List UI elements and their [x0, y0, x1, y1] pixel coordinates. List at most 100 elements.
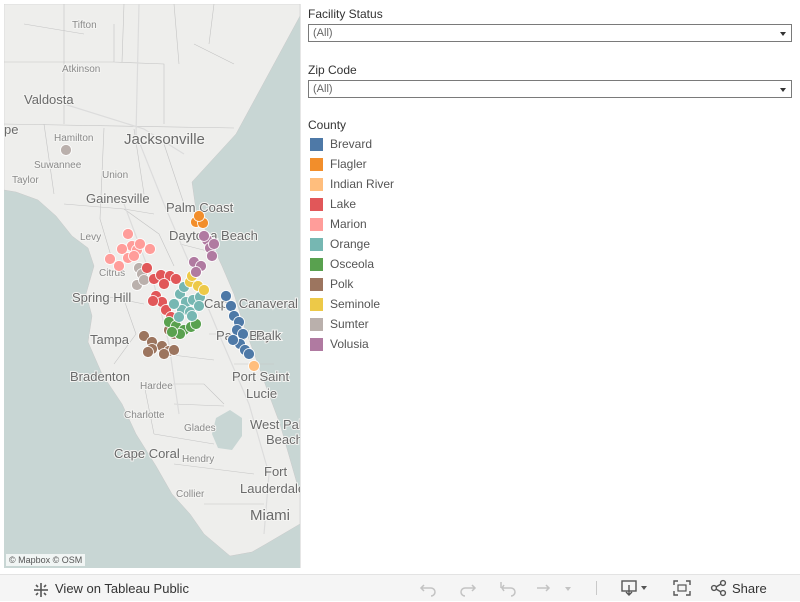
legend-label: Orange [330, 237, 371, 251]
refresh-menu-icon[interactable] [562, 579, 574, 597]
zip-code-dropdown[interactable]: (All) [308, 80, 792, 98]
refresh-icon[interactable] [534, 579, 554, 597]
undo-icon[interactable] [418, 579, 438, 597]
zip-code-value: (All) [313, 83, 333, 95]
zip-code-title: Zip Code [308, 63, 357, 77]
place-label: Palk [256, 328, 282, 343]
legend-swatch [310, 218, 323, 231]
view-on-tableau-public-label: View on Tableau Public [55, 581, 189, 596]
place-label: Levy [80, 232, 101, 243]
legend-item-orange[interactable]: Orange [310, 237, 510, 258]
facility-point-volusia[interactable] [206, 250, 218, 262]
place-label: Miami [250, 507, 290, 524]
facility-point-polk[interactable] [142, 346, 154, 358]
place-label: pe [4, 122, 18, 137]
facility-point-seminole[interactable] [198, 284, 210, 296]
legend-item-lake[interactable]: Lake [310, 197, 510, 218]
facility-point-volusia[interactable] [190, 266, 202, 278]
place-label: Bradenton [70, 369, 130, 384]
place-label: Union [102, 170, 128, 181]
revert-icon[interactable] [498, 579, 518, 597]
place-label: Atkinson [62, 64, 100, 75]
facility-points[interactable] [60, 144, 260, 372]
facility-point-lake[interactable] [158, 278, 170, 290]
legend-item-sumter[interactable]: Sumter [310, 317, 510, 338]
facility-point-marion[interactable] [144, 243, 156, 255]
facility-point-volusia[interactable] [198, 230, 210, 242]
legend-item-volusia[interactable]: Volusia [310, 337, 510, 358]
facility-point-orange[interactable] [186, 310, 198, 322]
facility-point-sumter[interactable] [60, 144, 72, 156]
facility-point-marion[interactable] [104, 253, 116, 265]
place-label: Spring Hill [72, 290, 131, 305]
share-label: Share [732, 581, 767, 596]
facility-point-marion[interactable] [128, 250, 140, 262]
map-attribution[interactable]: © Mapbox © OSM [6, 554, 86, 566]
facility-point-brevard[interactable] [243, 348, 255, 360]
facility-point-volusia[interactable] [208, 238, 220, 250]
facility-point-polk[interactable] [168, 344, 180, 356]
legend-label: Marion [330, 217, 367, 231]
legend-swatch [310, 178, 323, 191]
facility-point-marion[interactable] [116, 243, 128, 255]
place-label: Tampa [90, 332, 130, 347]
legend-swatch [310, 198, 323, 211]
facility-point-flagler[interactable] [193, 210, 205, 222]
place-label: West Palm [250, 417, 300, 432]
legend-item-polk[interactable]: Polk [310, 277, 510, 298]
toolbar-divider [596, 581, 597, 595]
legend-swatch [310, 278, 323, 291]
map-canvas[interactable]: Tifton Atkinson Valdosta Hamilton Jacksonvil… [4, 4, 300, 568]
facility-status-title: Facility Status [308, 7, 383, 21]
facility-point-indian-river[interactable] [248, 360, 260, 372]
facility-status-dropdown[interactable]: (All) [308, 24, 792, 42]
place-label: Fort [264, 464, 288, 479]
facility-point-brevard[interactable] [225, 300, 237, 312]
download-icon[interactable] [620, 579, 652, 597]
facility-point-orange[interactable] [193, 300, 205, 312]
legend-swatch [310, 258, 323, 271]
facility-point-osceola[interactable] [166, 326, 178, 338]
place-label: Lauderdale [240, 481, 300, 496]
chevron-down-icon [780, 88, 786, 92]
redo-icon[interactable] [458, 579, 478, 597]
share-button[interactable]: Share [710, 579, 767, 597]
lake-okeechobee [212, 410, 242, 450]
facility-point-polk[interactable] [138, 330, 150, 342]
legend-swatch [310, 158, 323, 171]
facility-point-lake[interactable] [147, 295, 159, 307]
facility-point-polk[interactable] [158, 348, 170, 360]
legend-label: Volusia [330, 337, 369, 351]
legend-swatch [310, 338, 323, 351]
place-label: Cape Coral [114, 446, 180, 461]
facility-point-sumter[interactable] [138, 274, 150, 286]
place-label: Hendry [182, 454, 214, 465]
legend-label: Flagler [330, 157, 367, 171]
legend-item-brevard[interactable]: Brevard [310, 137, 510, 158]
facility-point-lake[interactable] [170, 273, 182, 285]
legend-label: Osceola [330, 257, 375, 271]
legend-item-osceola[interactable]: Osceola [310, 257, 510, 278]
legend-label: Brevard [330, 137, 373, 151]
legend-label: Lake [330, 197, 357, 211]
facility-point-marion[interactable] [134, 238, 146, 250]
place-label: Hardee [140, 381, 173, 392]
legend-swatch [310, 238, 323, 251]
facility-point-marion[interactable] [113, 260, 125, 272]
legend-label: Sumter [330, 317, 369, 331]
legend-item-indian-river[interactable]: Indian River [310, 177, 510, 198]
facility-point-marion[interactable] [122, 228, 134, 240]
facility-point-brevard[interactable] [220, 290, 232, 302]
fullscreen-icon[interactable] [672, 579, 692, 597]
facility-point-brevard[interactable] [237, 328, 249, 340]
place-label: Lucie [246, 386, 277, 401]
legend-item-flagler[interactable]: Flagler [310, 157, 510, 178]
map-panel[interactable]: Tifton Atkinson Valdosta Hamilton Jacksonvil… [4, 4, 301, 568]
facility-point-lake[interactable] [141, 262, 153, 274]
legend-item-marion[interactable]: Marion [310, 217, 510, 238]
facility-point-orange[interactable] [173, 311, 185, 323]
county-legend-title: County [308, 118, 347, 132]
facility-point-brevard[interactable] [227, 334, 239, 346]
legend-item-seminole[interactable]: Seminole [310, 297, 510, 318]
facility-point-orange[interactable] [168, 298, 180, 310]
